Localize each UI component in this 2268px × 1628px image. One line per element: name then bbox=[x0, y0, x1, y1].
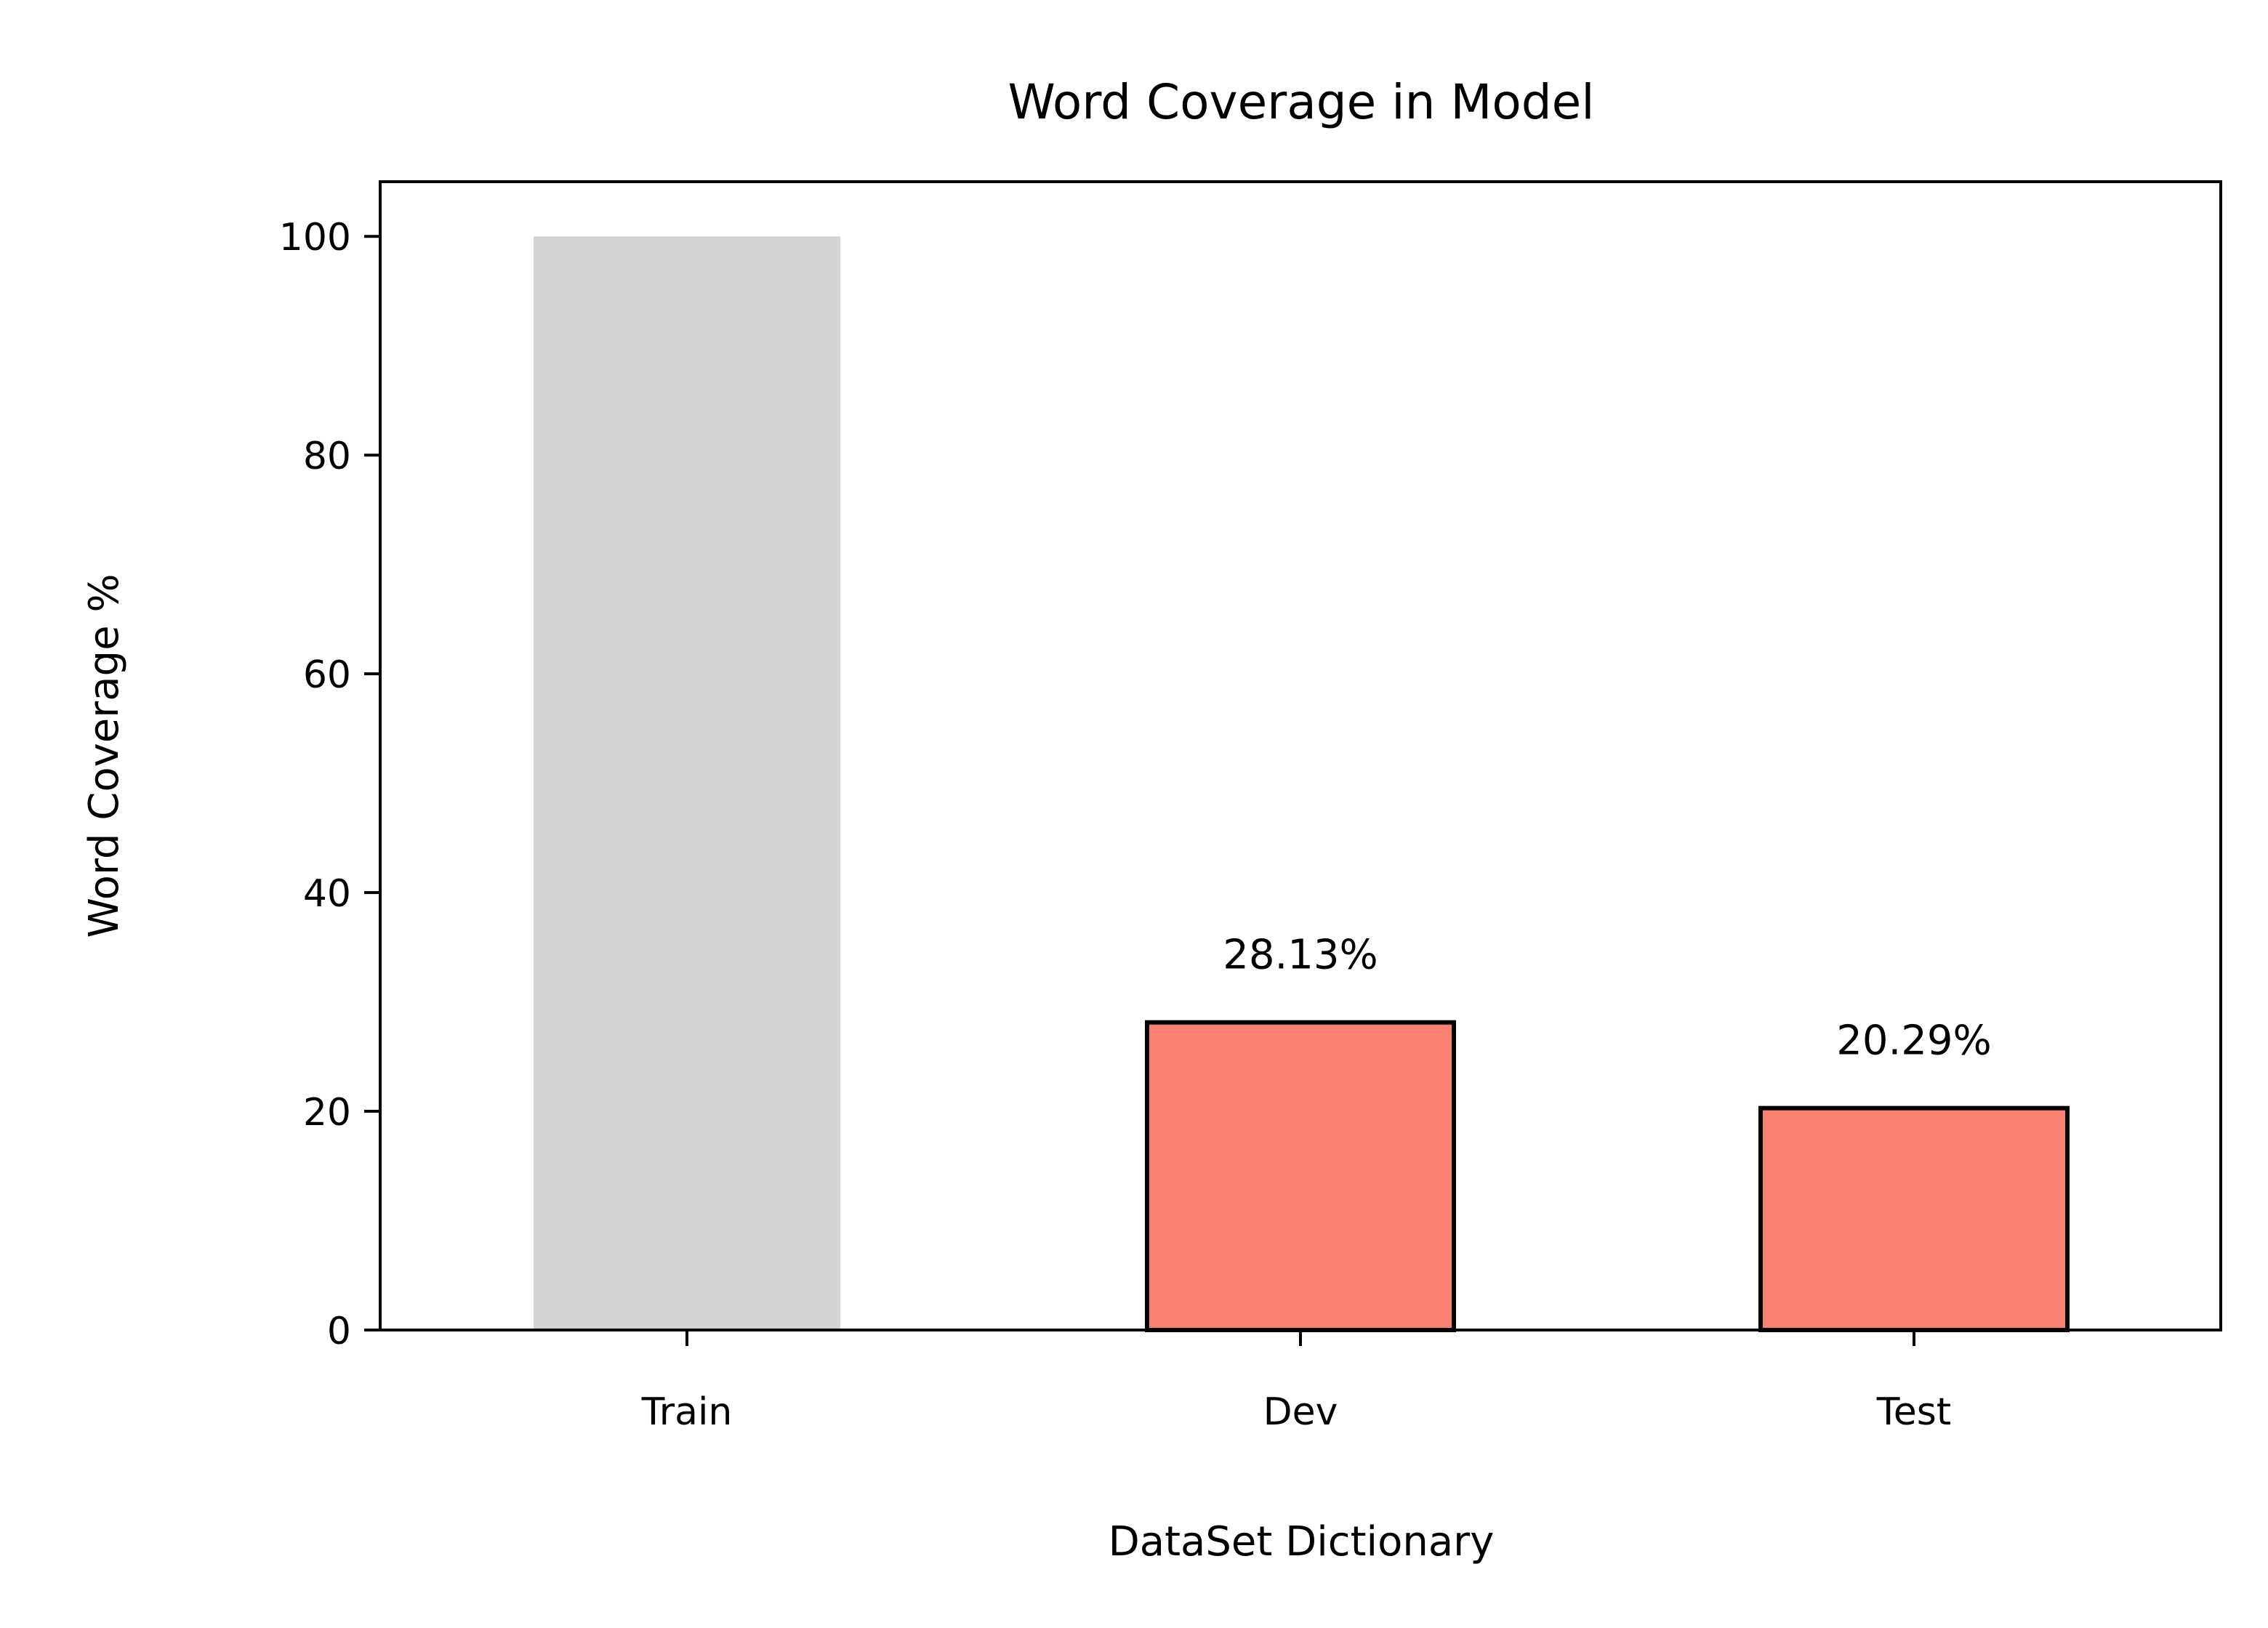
plot-area: 28.13% 20.29% 0 20 40 60 80 100 Train Dev Test bbox=[279, 180, 2222, 1434]
y-tick-label-0: 0 bbox=[327, 1310, 351, 1353]
bar-train[interactable] bbox=[534, 236, 840, 1331]
chart-title: Word Coverage in Model bbox=[1008, 74, 1594, 130]
x-axis-label: DataSet Dictionary bbox=[1109, 1518, 1495, 1565]
y-tick-label-80: 80 bbox=[303, 435, 351, 478]
y-axis-label: Word Coverage % bbox=[81, 573, 128, 938]
data-label-dev: 28.13% bbox=[1223, 932, 1378, 979]
y-tick-label-60: 60 bbox=[303, 653, 351, 697]
y-tick-label-100: 100 bbox=[279, 216, 351, 259]
x-tick-label-dev: Dev bbox=[1263, 1390, 1338, 1434]
y-tick-label-40: 40 bbox=[303, 872, 351, 916]
y-tick-label-20: 20 bbox=[303, 1091, 351, 1135]
x-tick-label-train: Train bbox=[641, 1390, 733, 1434]
bar-dev[interactable] bbox=[1145, 1020, 1456, 1332]
x-tick-label-test: Test bbox=[1876, 1390, 1951, 1434]
data-label-test: 20.29% bbox=[1836, 1018, 1992, 1065]
bar-test[interactable] bbox=[1758, 1105, 2070, 1333]
